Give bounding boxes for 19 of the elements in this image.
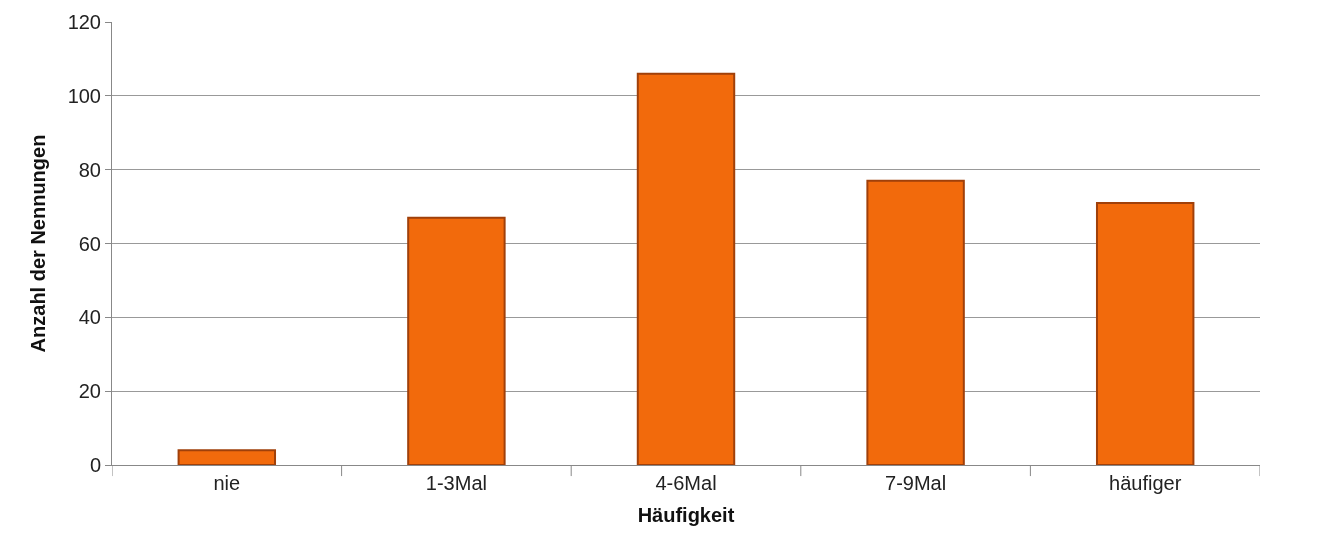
y-tick-label: 20	[78, 380, 101, 403]
y-tick-label: 60	[78, 232, 101, 255]
y-tick-label: 80	[78, 158, 101, 181]
y-tick-label: 100	[67, 84, 101, 107]
x-axis-title: Häufigkeit	[637, 503, 735, 526]
y-tick-label: 40	[78, 306, 101, 329]
bar	[866, 179, 965, 465]
bar	[407, 216, 506, 465]
y-tick-label: 0	[89, 454, 101, 476]
y-tick-label: 120	[67, 11, 101, 33]
bar	[177, 449, 277, 465]
x-tick-label: häufiger	[1109, 472, 1182, 494]
x-tick-label: 7-9Mal	[885, 472, 947, 494]
bar	[636, 72, 736, 465]
x-tick-label: 1-3Mal	[425, 472, 487, 494]
bar	[1095, 201, 1195, 465]
x-tick-label: 4-6Mal	[655, 472, 717, 494]
y-axis-title: Anzahl der Nennungen	[27, 134, 50, 353]
x-tick-label: nie	[213, 472, 241, 494]
